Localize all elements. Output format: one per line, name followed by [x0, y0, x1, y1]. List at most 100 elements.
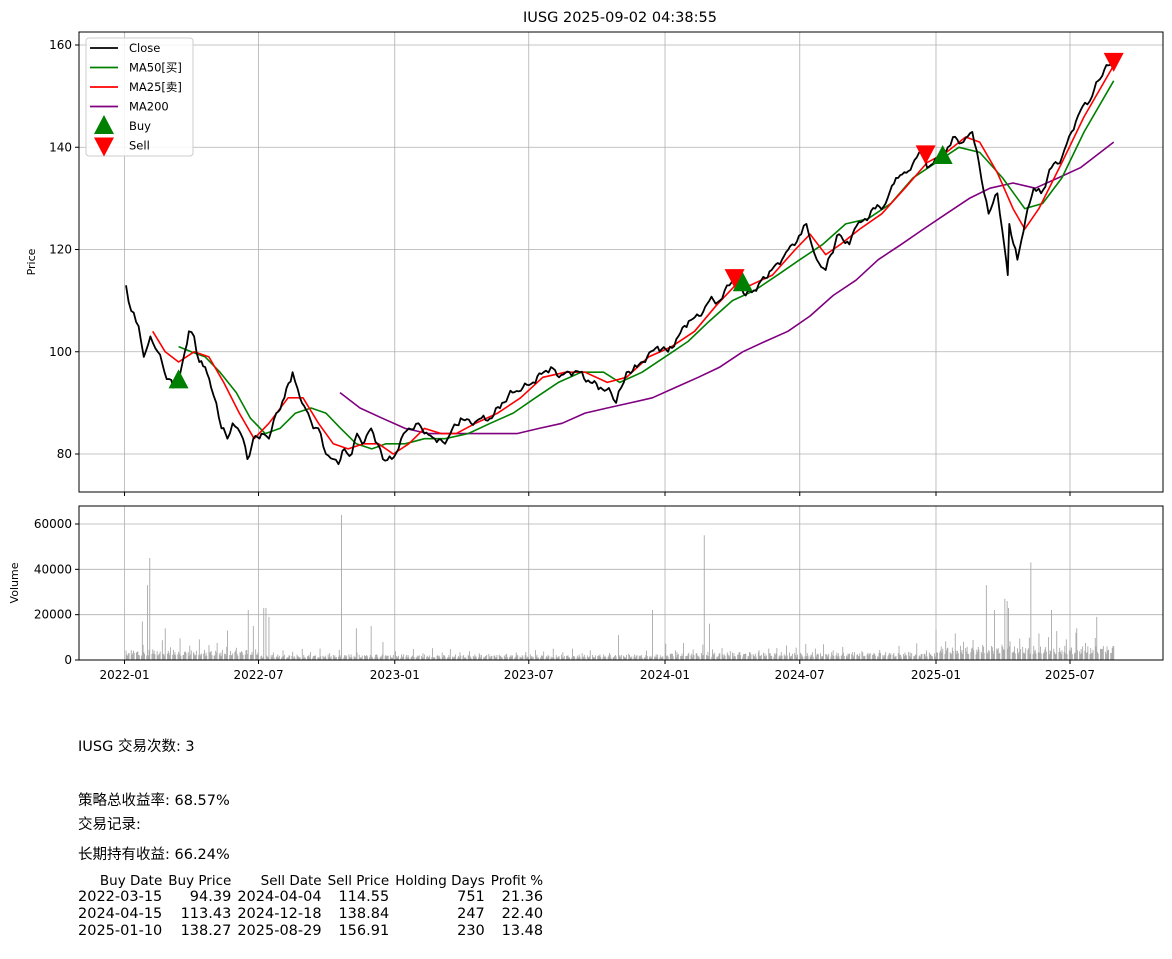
volume-bar	[581, 653, 583, 660]
volume-bar	[1086, 652, 1088, 660]
trade-row: 2022-03-15 94.39 2024-04-04 114.55 751 21.36	[78, 889, 549, 906]
volume-bar	[709, 623, 710, 660]
volume-bar	[944, 654, 946, 660]
volume-bar	[1112, 646, 1114, 660]
volume-bar	[831, 655, 833, 660]
volume-bar	[764, 653, 766, 660]
volume-bar	[227, 630, 228, 660]
volume-bar	[255, 649, 257, 660]
volume-bar	[382, 641, 384, 660]
price-ytick-label: 80	[57, 447, 72, 461]
volume-bar	[1066, 654, 1068, 660]
volume-bar	[178, 651, 180, 660]
volume-bar	[455, 654, 456, 660]
volume-bar	[664, 654, 666, 660]
volume-bar	[717, 656, 719, 660]
volume-bar	[1048, 637, 1049, 660]
volume-bar	[695, 653, 697, 660]
volume-bar	[474, 654, 476, 660]
volume-bar	[239, 652, 241, 660]
volume-bar	[127, 655, 128, 660]
volume-bar	[236, 653, 238, 660]
volume-bar	[940, 646, 942, 660]
volume-bar	[666, 655, 668, 660]
volume-bar	[655, 654, 657, 660]
volume-bar	[182, 654, 184, 660]
volume-bar	[1056, 631, 1058, 660]
volume-bar	[418, 656, 419, 660]
volume-bar	[328, 657, 330, 660]
volume-bar	[602, 657, 604, 660]
volume-bar	[247, 610, 249, 660]
volume-bar	[734, 656, 736, 660]
volume-bar	[468, 655, 470, 660]
volume-bar	[1033, 645, 1035, 660]
volume-bar	[760, 654, 762, 660]
volume-xtick-label: 2025-07	[1045, 668, 1095, 682]
volume-bar	[298, 657, 300, 660]
volume-bar	[1102, 649, 1104, 660]
volume-bar	[247, 653, 248, 660]
price-ytick-label: 120	[49, 243, 72, 257]
volume-bar	[439, 657, 441, 660]
volume-bar	[270, 655, 272, 660]
volume-bar	[292, 651, 294, 660]
volume-bar	[164, 655, 165, 660]
volume-bar	[272, 655, 274, 660]
volume-bar	[811, 655, 813, 660]
volume-bar	[1017, 653, 1019, 660]
trade-cell: 2025-01-10	[78, 923, 163, 939]
volume-bar	[971, 647, 973, 660]
volume-bar	[918, 656, 920, 660]
volume-bar	[348, 654, 350, 660]
volume-bar	[1106, 646, 1108, 660]
volume-bar	[318, 657, 319, 660]
volume-bar	[592, 657, 594, 660]
volume-bar	[623, 655, 624, 660]
volume-bar	[489, 656, 490, 660]
volume-bar	[215, 650, 217, 660]
volume-bar	[874, 655, 876, 660]
volume-bar	[820, 656, 822, 660]
volume-bar	[701, 655, 703, 660]
volume-xtick-label: 2022-01	[99, 668, 149, 682]
volume-bar	[635, 656, 637, 660]
volume-bar	[652, 610, 653, 660]
volume-bar	[909, 652, 911, 660]
volume-bar	[443, 655, 445, 660]
volume-bar	[911, 653, 913, 660]
volume-bar	[338, 656, 339, 660]
volume-bar	[266, 655, 268, 660]
volume-bar	[400, 657, 402, 660]
volume-bar	[297, 656, 299, 660]
sell-marker	[915, 145, 936, 165]
volume-bar	[733, 653, 735, 660]
volume-bar	[794, 654, 796, 660]
volume-bar	[759, 655, 761, 660]
volume-bar	[847, 653, 849, 660]
volume-bar	[1023, 652, 1025, 660]
volume-bar	[983, 653, 985, 660]
volume-bar	[193, 652, 194, 660]
volume-bar	[633, 656, 635, 660]
series-line-ma200	[339, 141, 1115, 435]
volume-bar	[643, 657, 645, 660]
volume-bar	[213, 655, 215, 660]
volume-bar	[801, 655, 803, 660]
volume-bar	[835, 655, 837, 660]
volume-bar	[553, 657, 555, 660]
volume-bar	[775, 653, 777, 660]
volume-bar	[167, 653, 168, 660]
volume-bar	[392, 657, 393, 660]
volume-bar	[1079, 651, 1081, 660]
volume-bar	[985, 585, 987, 660]
volume-bar	[237, 655, 239, 660]
volume-bar	[173, 649, 174, 660]
volume-bar	[558, 656, 560, 660]
trade-row: 2024-04-15 113.43 2024-12-18 138.84 247 22.40	[78, 906, 549, 923]
price-plot-frame	[78, 31, 1164, 493]
volume-bar	[1080, 654, 1081, 660]
volume-bar	[853, 656, 855, 660]
volume-bar	[244, 654, 246, 660]
volume-bar	[828, 653, 830, 660]
